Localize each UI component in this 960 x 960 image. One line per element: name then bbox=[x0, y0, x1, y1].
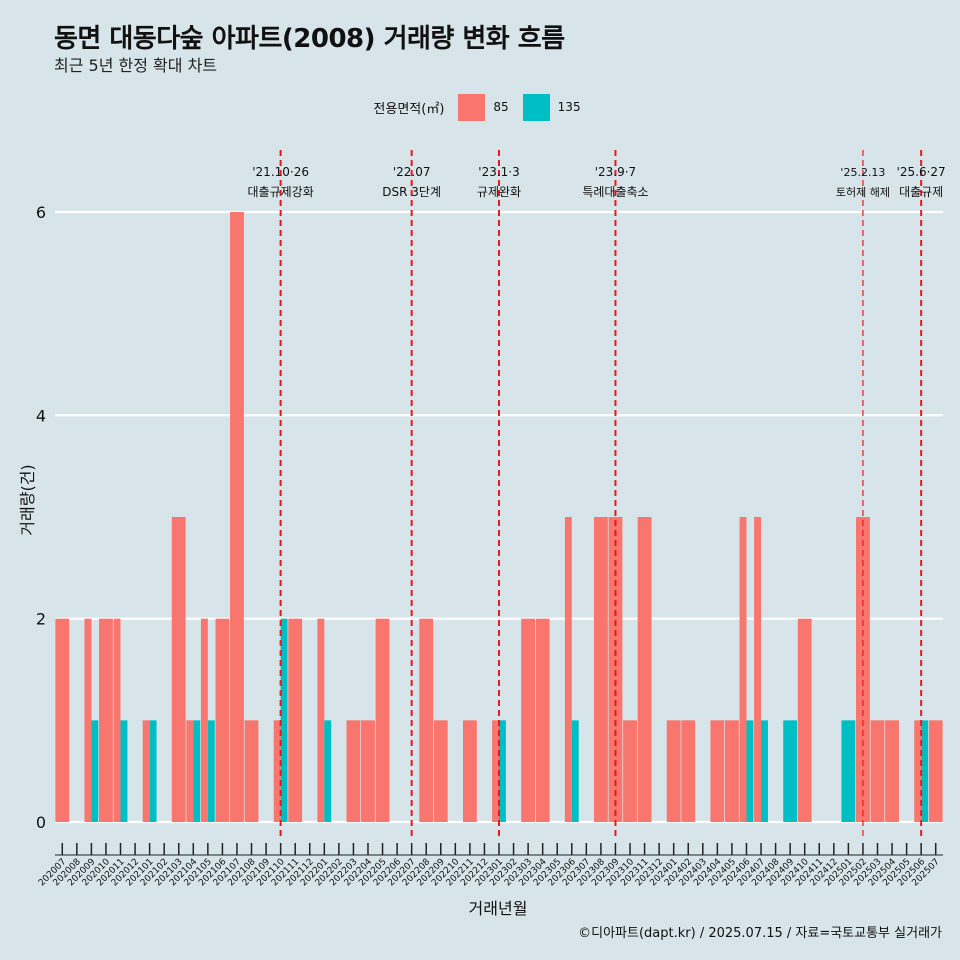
bar-135 bbox=[324, 720, 332, 822]
bar-135 bbox=[499, 720, 506, 822]
bar-85 bbox=[725, 720, 739, 822]
bar-85 bbox=[200, 618, 208, 822]
bar-135 bbox=[761, 720, 768, 822]
bar-135 bbox=[746, 720, 754, 822]
bar-85 bbox=[535, 618, 550, 822]
bar-85 bbox=[492, 720, 499, 822]
bar-85 bbox=[142, 720, 150, 822]
y-tick-label: 0 bbox=[36, 813, 46, 832]
bar-135 bbox=[280, 618, 288, 822]
event-date: '23.1·3 bbox=[478, 165, 519, 179]
bar-85 bbox=[593, 517, 608, 822]
bar-85 bbox=[171, 517, 186, 822]
bar-135 bbox=[841, 720, 856, 822]
bar-135 bbox=[193, 720, 201, 822]
event-label: DSR 3단계 bbox=[382, 185, 441, 199]
bar-85 bbox=[244, 720, 259, 822]
bar-85 bbox=[55, 618, 70, 822]
bar-85 bbox=[462, 720, 477, 822]
bar-85 bbox=[288, 618, 303, 822]
bar-135 bbox=[149, 720, 157, 822]
bar-135 bbox=[207, 720, 215, 822]
legend-label-85: 85 bbox=[493, 100, 509, 114]
chart-subtitle: 최근 5년 한정 확대 차트 bbox=[54, 56, 218, 75]
bar-135 bbox=[91, 720, 99, 822]
event-label: 규제완화 bbox=[477, 185, 521, 199]
bar-85 bbox=[637, 517, 652, 822]
bar-85 bbox=[928, 720, 943, 822]
bar-85 bbox=[375, 618, 390, 822]
legend-key-85 bbox=[458, 93, 486, 121]
bar-135 bbox=[783, 720, 798, 822]
bar-85 bbox=[215, 618, 230, 822]
event-label: 특례대출축소 bbox=[582, 185, 648, 199]
bar-85 bbox=[739, 517, 747, 822]
bar-85 bbox=[623, 720, 637, 822]
legend: 전용면적(㎡) 85 135 bbox=[0, 93, 960, 121]
bar-85 bbox=[99, 618, 113, 822]
event-date: '25.6·27 bbox=[897, 165, 946, 179]
legend-key-135 bbox=[522, 93, 550, 121]
bar-85 bbox=[186, 720, 194, 822]
bar-85 bbox=[870, 720, 885, 822]
bar-85 bbox=[666, 720, 681, 822]
bar-85 bbox=[914, 720, 922, 822]
event-label: 대출규제 bbox=[899, 185, 943, 199]
chart-title: 동면 대동다숲 아파트(2008) 거래량 변화 흐름 bbox=[54, 24, 565, 54]
bar-85 bbox=[564, 517, 572, 822]
event-label: 대출규제강화 bbox=[248, 185, 314, 199]
y-tick-label: 6 bbox=[36, 203, 46, 222]
caption: ©디아파트(dapt.kr) / 2025.07.15 / 자료=국토교통부 실… bbox=[578, 926, 942, 941]
y-axis-title: 거래량(건) bbox=[18, 464, 37, 535]
event-date: '23.9·7 bbox=[595, 165, 636, 179]
bar-85 bbox=[885, 720, 899, 822]
bar-85 bbox=[230, 212, 244, 822]
bar-85 bbox=[681, 720, 696, 822]
bar-135 bbox=[120, 720, 128, 822]
bar-85 bbox=[856, 517, 870, 822]
bar-85 bbox=[361, 720, 375, 822]
bar-85 bbox=[608, 517, 623, 822]
bar-85 bbox=[419, 618, 434, 822]
bar-85 bbox=[113, 618, 121, 822]
bar-85 bbox=[710, 720, 725, 822]
bar-85 bbox=[754, 517, 762, 822]
bar-135 bbox=[921, 720, 929, 822]
x-axis-title: 거래년월 bbox=[469, 899, 528, 918]
bar-135 bbox=[571, 720, 579, 822]
event-date: '22.07 bbox=[393, 165, 431, 179]
bar-85 bbox=[273, 720, 281, 822]
bar-85 bbox=[346, 720, 361, 822]
y-tick-label: 2 bbox=[36, 610, 46, 629]
bar-85 bbox=[433, 720, 448, 822]
event-date: '25.2.13 bbox=[840, 166, 885, 179]
legend-title: 전용면적(㎡) bbox=[373, 101, 445, 117]
bar-85 bbox=[84, 618, 92, 822]
event-label: 토허제 해제 bbox=[836, 185, 890, 199]
legend-label-135: 135 bbox=[557, 100, 581, 114]
bar-85 bbox=[317, 618, 325, 822]
event-date: '21.10·26 bbox=[252, 165, 309, 179]
bar-85 bbox=[521, 618, 536, 822]
y-tick-label: 4 bbox=[36, 406, 46, 425]
bar-85 bbox=[797, 618, 812, 822]
